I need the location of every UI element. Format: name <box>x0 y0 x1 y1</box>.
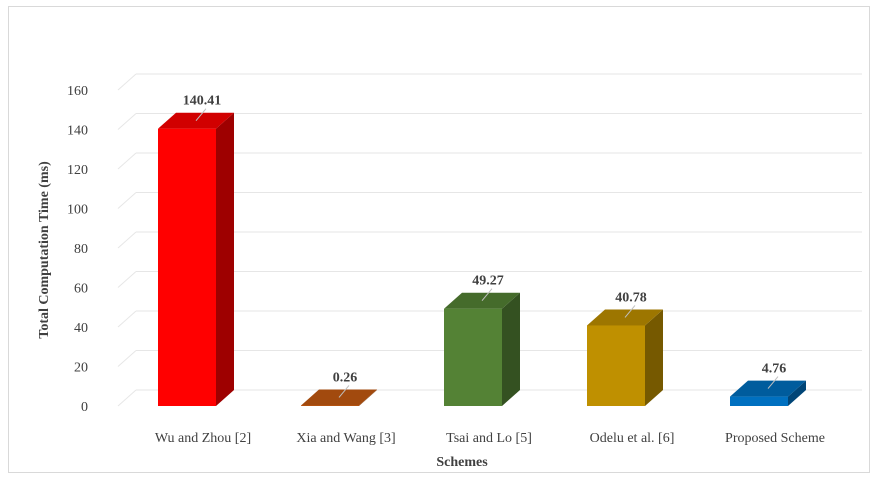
gridline-side <box>117 192 137 209</box>
x-axis-categories: Wu and Zhou [2] Xia and Wang [3] Tsai and … <box>155 431 825 446</box>
y-tick-label: 20 <box>74 361 88 376</box>
gridline-side <box>117 152 137 170</box>
chart-frame <box>8 6 870 473</box>
x-category-label: Odelu et al. [6] <box>590 431 675 446</box>
data-label-leader <box>338 385 350 398</box>
x-category-label: Proposed Scheme <box>725 431 825 446</box>
bar-front <box>730 396 788 406</box>
bar-side <box>216 112 234 406</box>
bar <box>301 389 377 406</box>
data-label: 40.78 <box>615 290 647 305</box>
bar-side <box>645 309 663 406</box>
bar-side <box>788 380 806 406</box>
bar <box>587 309 663 406</box>
x-category-label: Tsai and Lo [5] <box>446 431 532 446</box>
gridline-side <box>117 310 137 328</box>
bar <box>444 292 520 406</box>
y-tick-label: 0 <box>81 400 88 415</box>
data-label-leader <box>624 305 636 318</box>
bars <box>158 112 806 406</box>
x-category-label: Wu and Zhou [2] <box>155 431 251 446</box>
y-tick-label: 140 <box>67 124 88 139</box>
data-label-leader <box>481 288 493 302</box>
bar <box>730 380 806 406</box>
data-label: 0.26 <box>333 370 358 385</box>
bar-front <box>444 308 502 406</box>
y-tick-label: 80 <box>74 242 88 257</box>
y-axis-ticks: 0 20 40 60 80 100 120 140 160 <box>67 84 88 415</box>
gridline-side <box>117 231 137 249</box>
data-labels: 140.41 0.26 49.27 40.78 4.76 <box>183 94 787 398</box>
gridline-side <box>117 271 137 288</box>
y-tick-label: 120 <box>67 163 88 178</box>
data-label: 49.27 <box>472 274 504 289</box>
y-axis-title: Total Computation Time (ms) <box>37 161 52 339</box>
gridline-side <box>117 73 137 91</box>
bar-side <box>502 292 520 406</box>
x-category-label: Xia and Wang [3] <box>296 431 395 446</box>
bar-front <box>158 128 216 406</box>
data-label: 4.76 <box>762 362 787 377</box>
data-label-leader <box>195 108 207 122</box>
data-label-leader <box>767 376 779 389</box>
bar-front <box>587 325 645 406</box>
gridline-side <box>117 389 137 407</box>
y-tick-label: 160 <box>67 84 88 99</box>
y-tick-label: 60 <box>74 282 88 297</box>
gridline-side <box>117 113 137 130</box>
bar <box>158 112 234 406</box>
y-tick-label: 100 <box>67 203 88 218</box>
bar-side <box>359 389 377 406</box>
x-axis-title: Schemes <box>436 455 488 470</box>
data-label: 140.41 <box>183 94 222 109</box>
y-tick-label: 40 <box>74 321 88 336</box>
gridline-side <box>117 350 137 367</box>
bar-front <box>301 405 359 406</box>
